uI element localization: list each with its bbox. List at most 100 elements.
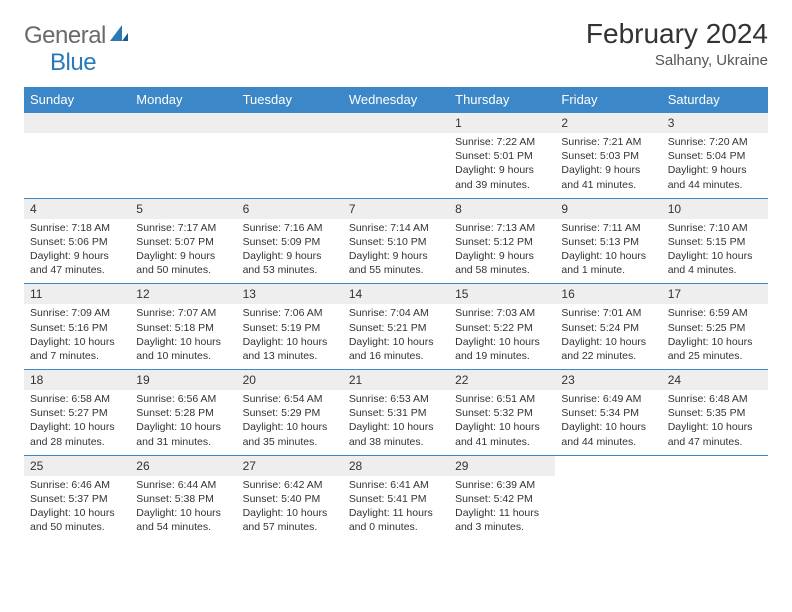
sunrise-line: Sunrise: 7:03 AM xyxy=(455,306,549,320)
day-content-cell: Sunrise: 6:42 AMSunset: 5:40 PMDaylight:… xyxy=(237,476,343,541)
sunrise-line: Sunrise: 6:54 AM xyxy=(243,392,337,406)
sunrise-line: Sunrise: 7:04 AM xyxy=(349,306,443,320)
sunset-line: Sunset: 5:03 PM xyxy=(561,149,655,163)
sunset-line: Sunset: 5:09 PM xyxy=(243,235,337,249)
day-content-cell: Sunrise: 7:18 AMSunset: 5:06 PMDaylight:… xyxy=(24,219,130,284)
sunrise-line: Sunrise: 7:17 AM xyxy=(136,221,230,235)
brand-part1: General xyxy=(24,22,106,50)
day-content-cell xyxy=(237,133,343,198)
week-daynum-row: 11121314151617 xyxy=(24,284,768,305)
day-content-cell xyxy=(343,133,449,198)
sunrise-line: Sunrise: 7:01 AM xyxy=(561,306,655,320)
sunset-line: Sunset: 5:32 PM xyxy=(455,406,549,420)
day-content-cell: Sunrise: 7:20 AMSunset: 5:04 PMDaylight:… xyxy=(662,133,768,198)
calendar-table: Sunday Monday Tuesday Wednesday Thursday… xyxy=(24,87,768,540)
day-content-cell: Sunrise: 6:39 AMSunset: 5:42 PMDaylight:… xyxy=(449,476,555,541)
day-number-cell: 16 xyxy=(555,284,661,305)
sunrise-line: Sunrise: 7:22 AM xyxy=(455,135,549,149)
sunset-line: Sunset: 5:29 PM xyxy=(243,406,337,420)
sunset-line: Sunset: 5:12 PM xyxy=(455,235,549,249)
weekday-header: Saturday xyxy=(662,87,768,113)
day-content-cell: Sunrise: 6:48 AMSunset: 5:35 PMDaylight:… xyxy=(662,390,768,455)
day-number-cell: 8 xyxy=(449,198,555,219)
sunset-line: Sunset: 5:06 PM xyxy=(30,235,124,249)
day-content-cell: Sunrise: 7:21 AMSunset: 5:03 PMDaylight:… xyxy=(555,133,661,198)
day-content-cell xyxy=(555,476,661,541)
week-content-row: Sunrise: 7:18 AMSunset: 5:06 PM Daylight:… xyxy=(24,219,768,284)
daylight-line: Daylight: 10 hours and 47 minutes. xyxy=(668,420,762,448)
daylight-line: Daylight: 9 hours and 55 minutes. xyxy=(349,249,443,277)
daylight-line: Daylight: 10 hours and 13 minutes. xyxy=(243,335,337,363)
daylight-line: Daylight: 9 hours and 58 minutes. xyxy=(455,249,549,277)
day-content-cell: Sunrise: 7:03 AMSunset: 5:22 PMDaylight:… xyxy=(449,304,555,369)
day-content-cell: Sunrise: 7:11 AMSunset: 5:13 PMDaylight:… xyxy=(555,219,661,284)
week-daynum-row: 2526272829 xyxy=(24,455,768,476)
sunrise-line: Sunrise: 6:48 AM xyxy=(668,392,762,406)
sunrise-line: Sunrise: 6:58 AM xyxy=(30,392,124,406)
day-content-cell: Sunrise: 7:17 AMSunset: 5:07 PMDaylight:… xyxy=(130,219,236,284)
day-content-cell xyxy=(130,133,236,198)
day-number-cell: 20 xyxy=(237,370,343,391)
title-block: February 2024 Salhany, Ukraine xyxy=(586,18,768,69)
week-daynum-row: 18192021222324 xyxy=(24,370,768,391)
day-number-cell xyxy=(237,113,343,134)
sunrise-line: Sunrise: 7:18 AM xyxy=(30,221,124,235)
daylight-line: Daylight: 9 hours and 41 minutes. xyxy=(561,163,655,191)
day-number-cell: 4 xyxy=(24,198,130,219)
sunrise-line: Sunrise: 6:39 AM xyxy=(455,478,549,492)
day-content-cell xyxy=(24,133,130,198)
sunrise-line: Sunrise: 7:06 AM xyxy=(243,306,337,320)
day-content-cell: Sunrise: 6:53 AMSunset: 5:31 PMDaylight:… xyxy=(343,390,449,455)
day-number-cell xyxy=(24,113,130,134)
sunset-line: Sunset: 5:42 PM xyxy=(455,492,549,506)
day-content-cell: Sunrise: 7:22 AMSunset: 5:01 PMDaylight:… xyxy=(449,133,555,198)
daylight-line: Daylight: 10 hours and 44 minutes. xyxy=(561,420,655,448)
week-daynum-row: 123 xyxy=(24,113,768,134)
daylight-line: Daylight: 10 hours and 41 minutes. xyxy=(455,420,549,448)
day-content-cell: Sunrise: 6:58 AMSunset: 5:27 PMDaylight:… xyxy=(24,390,130,455)
day-content-cell: Sunrise: 6:41 AMSunset: 5:41 PMDaylight:… xyxy=(343,476,449,541)
day-number-cell: 13 xyxy=(237,284,343,305)
day-number-cell: 17 xyxy=(662,284,768,305)
day-number-cell xyxy=(662,455,768,476)
sunrise-line: Sunrise: 7:14 AM xyxy=(349,221,443,235)
sunset-line: Sunset: 5:27 PM xyxy=(30,406,124,420)
daylight-line: Daylight: 10 hours and 54 minutes. xyxy=(136,506,230,534)
day-content-cell xyxy=(662,476,768,541)
sunrise-line: Sunrise: 6:42 AM xyxy=(243,478,337,492)
weekday-header: Friday xyxy=(555,87,661,113)
sunrise-line: Sunrise: 6:56 AM xyxy=(136,392,230,406)
day-number-cell: 19 xyxy=(130,370,236,391)
week-content-row: Sunrise: 6:58 AMSunset: 5:27 PM Daylight:… xyxy=(24,390,768,455)
sunset-line: Sunset: 5:22 PM xyxy=(455,321,549,335)
day-content-cell: Sunrise: 7:16 AMSunset: 5:09 PMDaylight:… xyxy=(237,219,343,284)
sunset-line: Sunset: 5:13 PM xyxy=(561,235,655,249)
day-number-cell: 15 xyxy=(449,284,555,305)
day-number-cell: 10 xyxy=(662,198,768,219)
day-number-cell: 11 xyxy=(24,284,130,305)
daylight-line: Daylight: 10 hours and 16 minutes. xyxy=(349,335,443,363)
sunrise-line: Sunrise: 7:09 AM xyxy=(30,306,124,320)
day-number-cell xyxy=(130,113,236,134)
day-number-cell: 28 xyxy=(343,455,449,476)
sunrise-line: Sunrise: 6:49 AM xyxy=(561,392,655,406)
daylight-line: Daylight: 10 hours and 22 minutes. xyxy=(561,335,655,363)
sunrise-line: Sunrise: 7:21 AM xyxy=(561,135,655,149)
sunset-line: Sunset: 5:38 PM xyxy=(136,492,230,506)
daylight-line: Daylight: 11 hours and 0 minutes. xyxy=(349,506,443,534)
day-number-cell xyxy=(555,455,661,476)
day-number-cell: 3 xyxy=(662,113,768,134)
sunrise-line: Sunrise: 6:44 AM xyxy=(136,478,230,492)
day-number-cell: 5 xyxy=(130,198,236,219)
daylight-line: Daylight: 10 hours and 19 minutes. xyxy=(455,335,549,363)
weekday-header: Monday xyxy=(130,87,236,113)
sunset-line: Sunset: 5:28 PM xyxy=(136,406,230,420)
weekday-header: Sunday xyxy=(24,87,130,113)
daylight-line: Daylight: 9 hours and 50 minutes. xyxy=(136,249,230,277)
daylight-line: Daylight: 9 hours and 53 minutes. xyxy=(243,249,337,277)
day-number-cell: 29 xyxy=(449,455,555,476)
day-number-cell: 6 xyxy=(237,198,343,219)
daylight-line: Daylight: 10 hours and 10 minutes. xyxy=(136,335,230,363)
day-number-cell: 1 xyxy=(449,113,555,134)
daylight-line: Daylight: 10 hours and 35 minutes. xyxy=(243,420,337,448)
